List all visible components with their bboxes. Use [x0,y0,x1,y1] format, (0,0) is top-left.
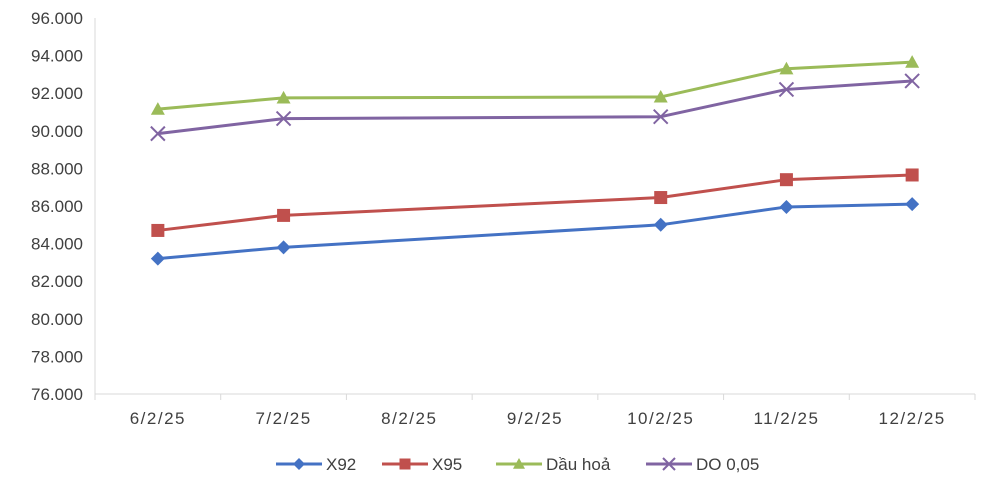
y-tick-label: 90.000 [31,122,83,141]
y-tick-label: 96.000 [31,9,83,28]
series-line [157,173,913,232]
x-tick-label: 9/2/25 [507,409,563,428]
data-point-marker [653,217,668,232]
data-point-marker [905,55,920,68]
data-point-marker [399,458,411,470]
legend-label: X95 [432,455,462,474]
data-point-marker [151,223,165,237]
legend-label: DO 0,05 [696,455,759,474]
series-line [157,79,913,136]
y-tick-label: 94.000 [31,47,83,66]
legend-item: X92 [276,455,356,474]
legend-label: Dầu hoả [546,455,611,474]
data-point-marker [150,125,166,142]
y-tick-label: 82.000 [31,272,83,291]
y-tick-label: 76.000 [31,385,83,404]
legend-label: X92 [326,455,356,474]
data-point-marker [905,197,920,212]
data-point-marker [276,240,291,255]
series-3 [150,55,920,115]
x-tick-label: 11/2/25 [753,409,819,428]
x-tick-label: 10/2/25 [627,409,694,428]
data-point-marker [662,457,676,471]
series-2 [151,168,919,237]
series-line [157,60,913,111]
legend: X92 X95 Dầu hoả DO 0,05 [276,455,759,474]
x-tick-label: 8/2/25 [381,409,437,428]
x-tick-label: 12/2/25 [879,409,946,428]
y-tick-label: 80.000 [31,310,83,329]
data-point-marker [779,61,794,75]
data-point-marker [905,168,919,182]
y-tick-label: 78.000 [31,347,83,366]
data-point-marker [779,199,794,214]
data-point-marker [293,458,305,470]
data-point-marker [653,108,669,125]
legend-item: Dầu hoả [496,455,611,474]
data-point-marker [654,191,668,205]
data-point-marker [904,73,920,89]
data-point-marker [150,102,165,115]
data-point-marker [778,81,795,98]
data-point-marker [779,173,793,187]
data-point-marker [277,208,291,222]
y-tick-label: 88.000 [31,159,83,178]
data-point-marker [276,90,291,104]
x-tick-label: 7/2/25 [255,409,311,428]
series-1 [150,197,920,266]
data-point-marker [150,251,165,266]
series-layer [150,55,920,266]
x-axis: 6/2/25 7/2/25 8/2/25 9/2/25 10/2/25 11/2/25 12… [94,393,976,428]
y-tick-label: 92.000 [31,84,83,103]
y-tick-label: 86.000 [31,197,83,216]
data-point-marker [513,458,525,469]
legend-item: DO 0,05 [646,455,759,474]
series-4 [150,73,920,142]
x-tick-label: 6/2/25 [130,409,186,428]
legend-item: X95 [382,455,462,474]
y-axis: 76.000 78.000 80.000 82.000 84.000 86.000 88.0… [31,9,96,404]
y-tick-label: 84.000 [31,235,83,254]
data-point-marker [653,89,668,103]
series-line [157,202,913,261]
data-point-marker [275,110,292,127]
